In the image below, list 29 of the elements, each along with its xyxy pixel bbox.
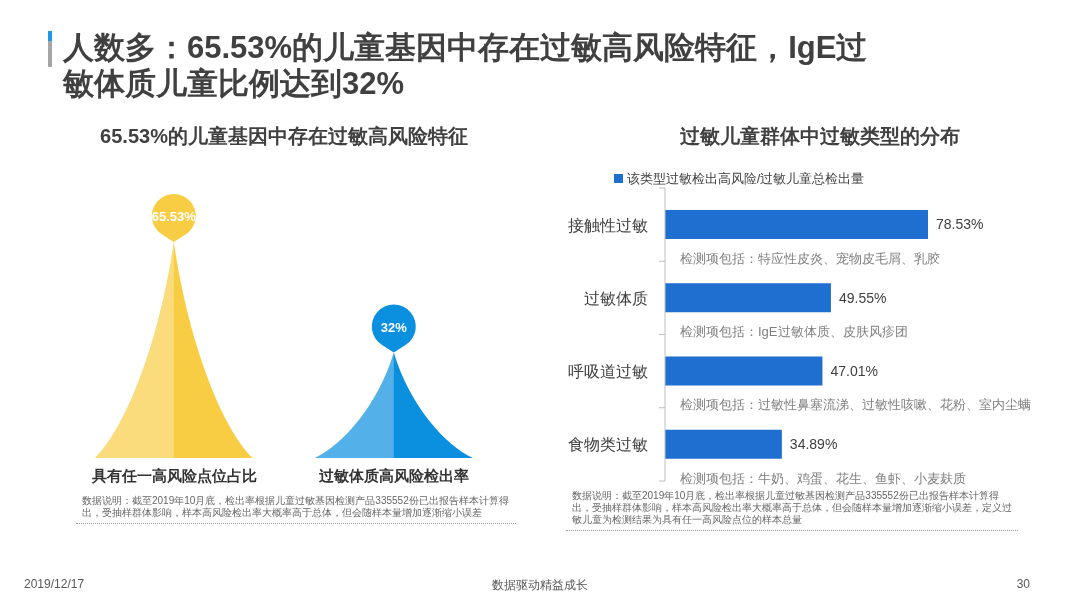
bar [665,429,782,459]
text: 人数多：65.53%的儿童基因中存在过敏高风险特征，IgE过敏体质儿童比例达到32% [63,30,868,101]
data-label: 78.53% [936,216,984,233]
bar [665,283,831,313]
annotation: 检测项包括：过敏性鼻塞流涕、过敏性咳嗽、花粉、室内尘螨 [680,396,1031,412]
chart-title: 65.53%的儿童基因中存在过敏高风险特征 [100,125,468,147]
annotation: 检测项包括：牛奶、鸡蛋、花生、鱼虾、小麦麸质 [680,470,966,486]
y-tick-label: 呼吸道过敏 [568,362,648,380]
data-label: 34.89% [789,436,838,453]
x-tick-label: 具有任一高风险点位占比 [90,466,257,484]
data-label: 47.01% [830,362,878,379]
bar [665,356,823,386]
text: 数据说明：截至2019年10月底，检出率根据儿童过敏基因检测产品335552份已出报告样本计算得出，受抽样群体影响，样本高风险检出率大概率高于总体，但会随样本量增加逐渐缩小误差，定义过敏儿童为检测结果为具有任一高风险点位的样本总量 [572,490,1012,525]
annotation: 检测项包括：IgE过敏体质、皮肤风疹团 [680,323,908,339]
chart-title: 过敏儿童群体中过敏类型的分布 [680,125,960,147]
annotation: 检测项包括：特应性皮炎、宠物皮毛屑、乳胶 [680,250,940,266]
data-label: 49.55% [838,289,887,306]
x-tick-label: 过敏体质高风险检出率 [318,466,469,484]
y-tick-label: 过敏体质 [584,289,648,307]
legend-label: 该类型过敏检出高风险/过敏儿童总检出量 [626,171,865,186]
text: 30 [1016,577,1030,591]
y-tick-label: 食物类过敏 [568,435,648,453]
text: 数据说明：截至2019年10月底，检出率根据儿童过敏基因检测产品335552份已出报告样本计算得出，受抽样群体影响，样本高风险检出率大概率高于总体，但会随样本量增加逐渐缩小误差 [82,495,509,518]
data-label: 32% [380,319,408,335]
data-label: 65.53% [151,208,197,224]
text: 数据驱动精益成长 [492,578,588,592]
text: 2019/12/17 [24,577,85,591]
bar [665,209,928,239]
y-tick-label: 接触性过敏 [568,216,648,234]
